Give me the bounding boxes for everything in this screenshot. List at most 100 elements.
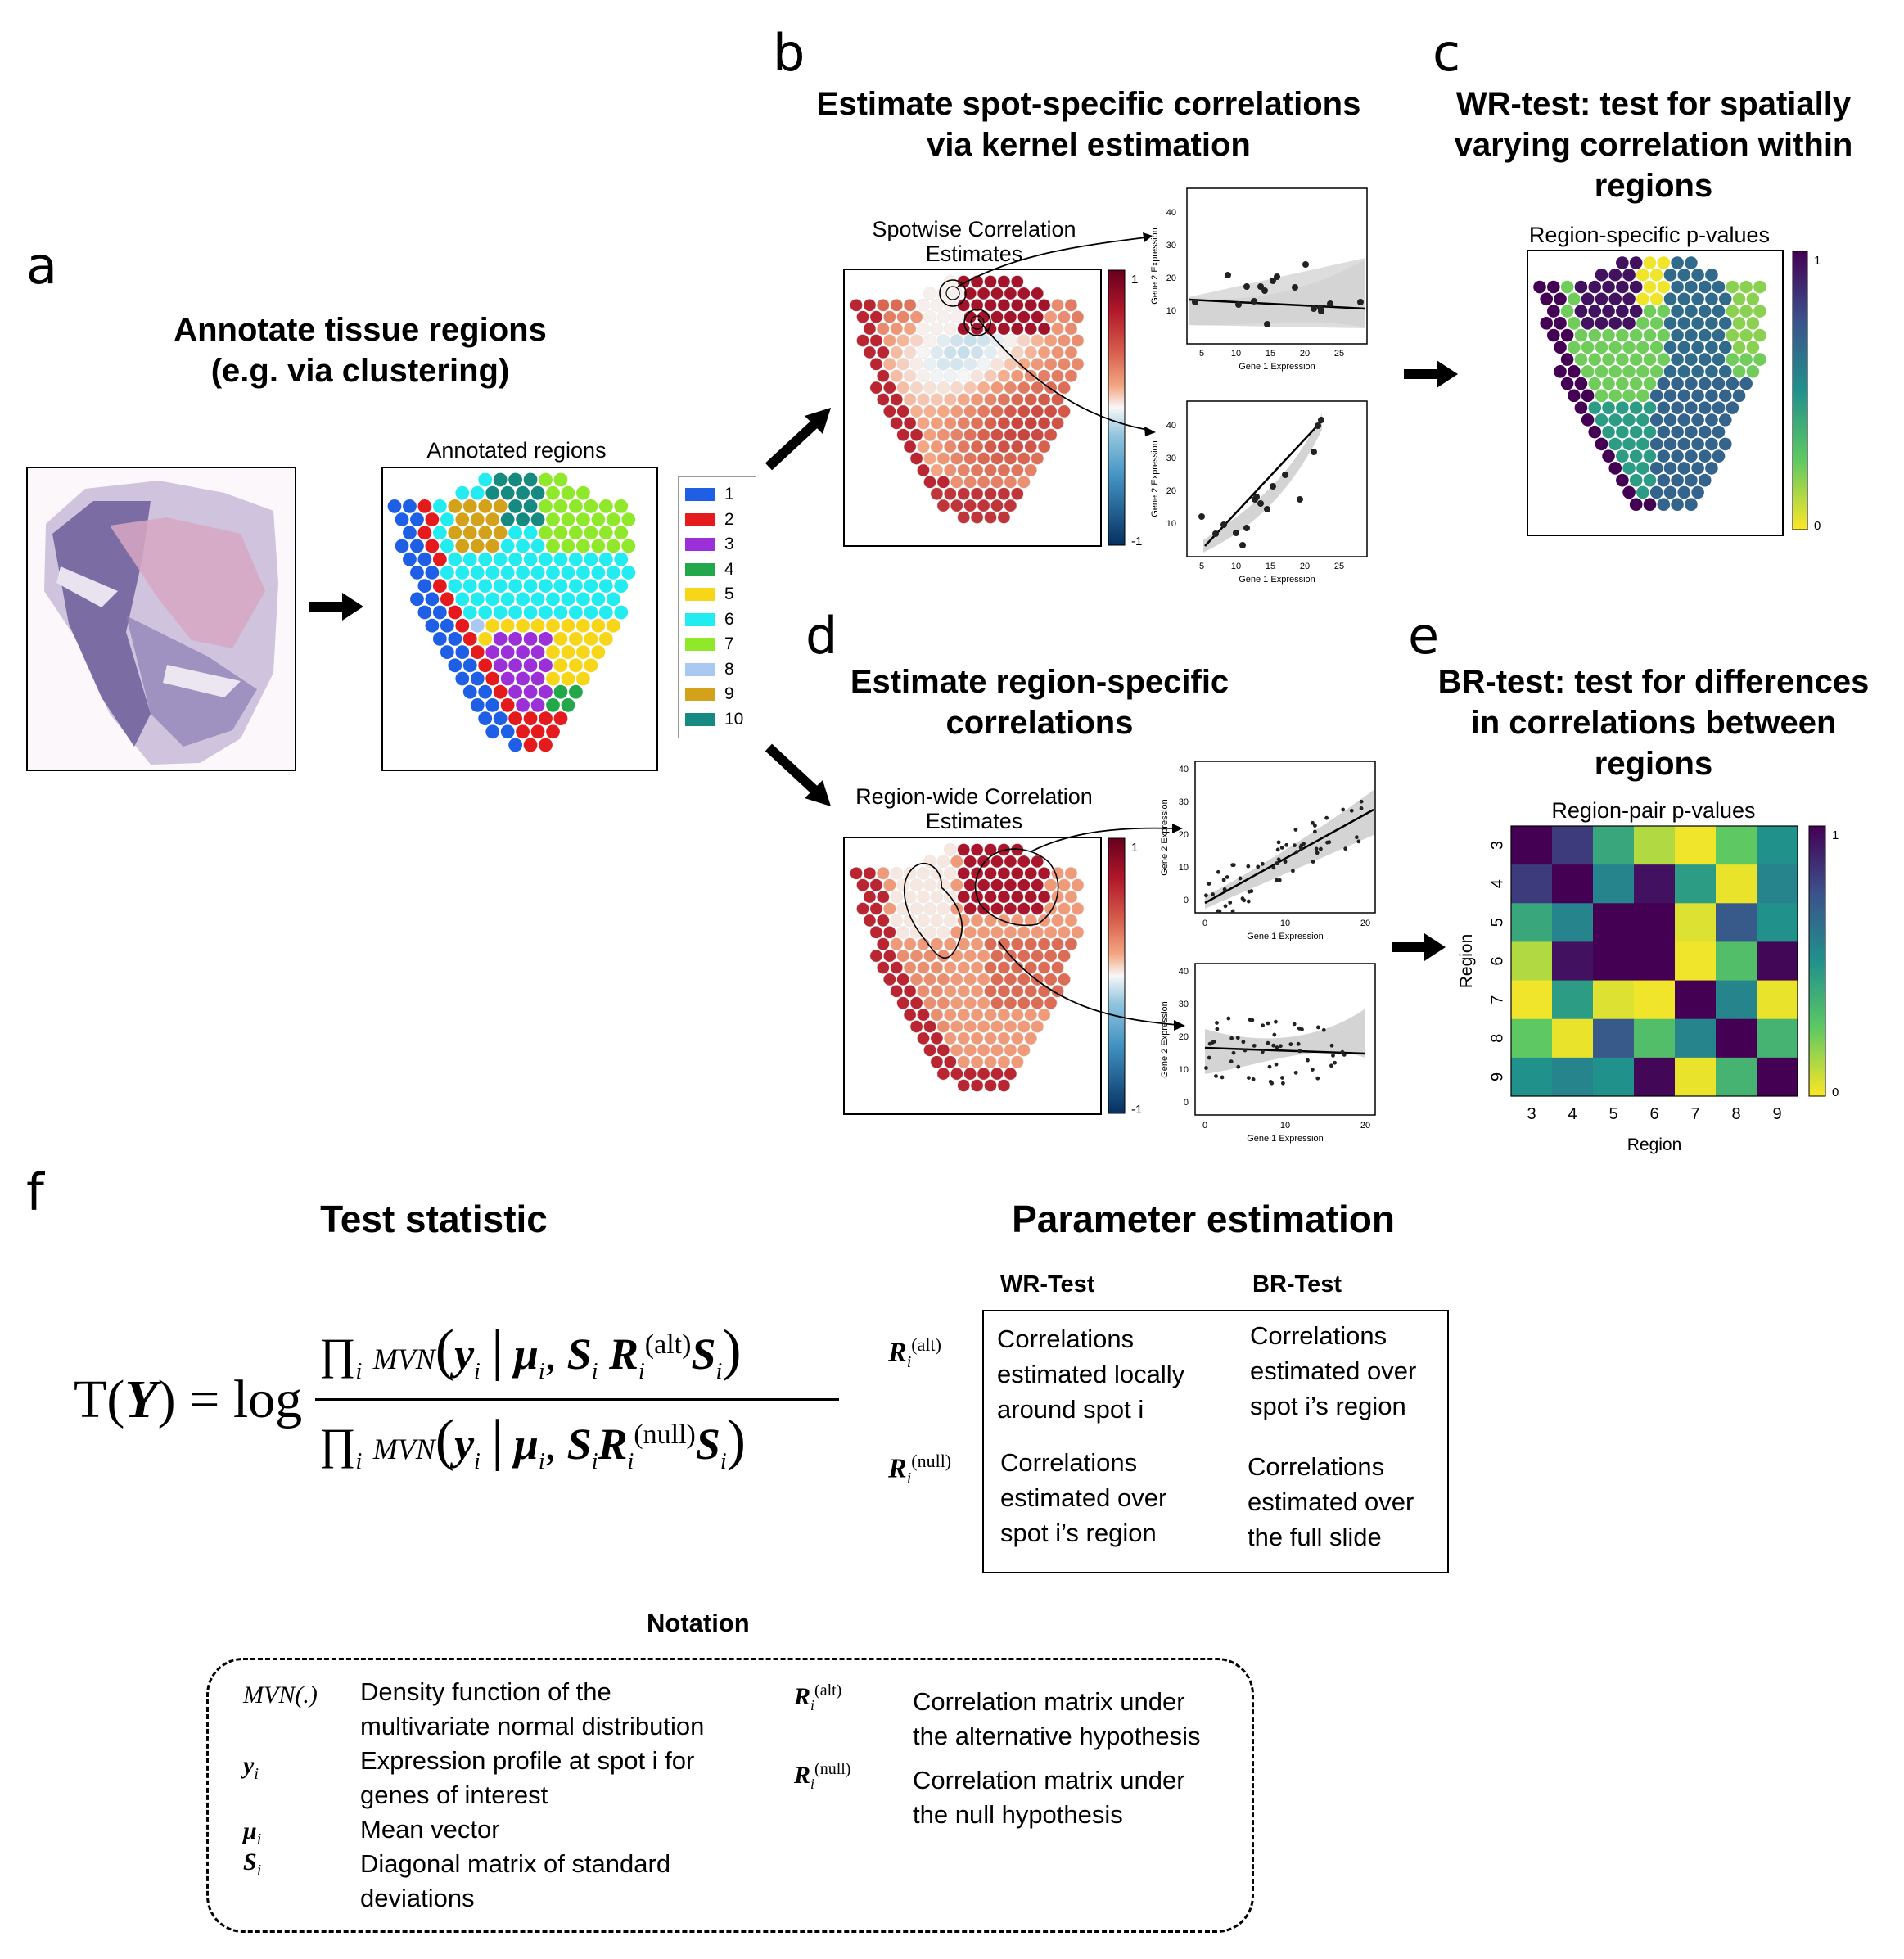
scatter-b-top-xlabel: Gene 1 Expression [1239,362,1315,372]
scatter-point [1247,1076,1251,1081]
region-correlation-spot [997,1031,1011,1045]
correlation-spot [930,463,944,477]
legend-label: 8 [724,659,734,679]
pvalue-spot [1643,256,1657,269]
correlation-spot [950,357,963,371]
region-correlation-spot [1004,1020,1017,1033]
scatter-point [1225,272,1231,278]
scatter-point [1240,896,1245,901]
region-correlation-spot [977,1043,990,1057]
region-correlation-spot [984,937,997,951]
pvalue-spot [1643,377,1657,390]
svg-text:20: 20 [1300,562,1310,571]
correlation-spot [923,475,936,489]
correlation-spot [997,416,1011,430]
scatter-point [1267,1064,1272,1069]
region-spot [584,632,598,646]
region-legend: 1 2 3 4 5 6 7 8 9 10 [678,476,756,738]
correlation-spot [923,452,936,465]
pvalue-spot [1568,292,1581,306]
pvalue-spot [1547,328,1560,342]
correlation-spot [997,275,1011,288]
panel-b-colorbar: 1 -1 [1108,269,1142,548]
region-correlation-spot [903,866,917,880]
correlation-spot [909,357,923,371]
pvalue-spot [1649,317,1663,330]
scatter-point [1239,542,1246,548]
pvalue-spot [1677,268,1691,282]
pvalue-spot [1691,292,1704,306]
region-spot [530,618,545,633]
pvalue-spot [1671,425,1684,439]
correlation-spot [1044,310,1058,324]
correlation-spot [869,334,883,347]
correlation-spot [882,357,896,371]
correlation-spot [917,322,930,336]
correlation-spot [930,487,944,501]
region-correlation-spot [990,1043,1004,1057]
correlation-spot [930,369,944,383]
region-correlation-spot [1017,1043,1031,1057]
heatmap-cell [1716,1018,1757,1058]
region-spot [523,552,538,566]
region-correlation-spot [963,973,977,986]
region-correlation-spot [1044,878,1058,892]
region-spot [478,711,493,725]
scatter-point [1312,824,1317,828]
correlation-spot [963,334,977,347]
pvalue-spot [1636,413,1649,427]
colorbar-d-max: 1 [1131,841,1138,855]
pvalue-spot [1663,341,1677,354]
correlation-spot [917,298,930,312]
panel-e-title: BR-test: test for differences in correla… [1437,664,1870,782]
region-correlation-spot [903,890,917,904]
scatter-point [1230,909,1235,914]
scatter-point [1228,901,1233,905]
region-spot [530,485,545,500]
region-correlation-spot [1017,1020,1031,1033]
heatmap-cell [1716,903,1757,942]
pvalue-spot [1732,292,1746,306]
pvalue-spot [1657,425,1671,439]
region-correlation-spot [984,1079,997,1092]
pvalue-spot [1568,317,1581,330]
heatmap-cell [1511,980,1553,1020]
pvalue-spot [1691,413,1704,427]
correlation-spot [909,404,923,418]
correlation-spot [1044,404,1058,418]
pvalue-spot [1691,341,1704,354]
region-spot [584,579,598,593]
region-spot [500,566,515,580]
pvalue-spot [1657,305,1671,318]
region-spot [417,526,432,540]
heatmap-cell [1593,864,1635,904]
correlation-spot [1010,487,1024,501]
region-spot [516,485,530,500]
pvalue-spot [1643,280,1657,294]
region-spot [523,711,538,725]
region-correlation-spot [990,902,1004,915]
pvalue-spot [1616,353,1629,366]
scatter-point [1294,850,1299,854]
region-spot [553,684,568,699]
r-alt-wr-text: Correlations estimated locally around sp… [997,1325,1185,1424]
region-spot [539,632,553,646]
correlation-spot [896,404,910,418]
heatmap-ytick: 4 [1488,879,1506,888]
pvalue-spot [1657,473,1671,487]
scatter-point [1297,496,1303,503]
scatter-point [1207,882,1211,886]
region-spot [485,512,500,526]
pvalue-spot [1643,449,1657,463]
pvalue-spot [1622,462,1636,475]
region-correlation-spot [863,890,877,904]
correlation-spot [930,298,944,312]
region-correlation-spot [1010,961,1024,974]
correlation-spot [869,310,883,324]
correlation-spot [1004,334,1017,347]
col-wr-test: WR-Test [1000,1271,1095,1298]
correlation-spot [1064,298,1078,312]
scatter-point [1311,449,1317,455]
region-correlation-spot [1037,890,1051,904]
pvalue-spot [1705,462,1718,475]
